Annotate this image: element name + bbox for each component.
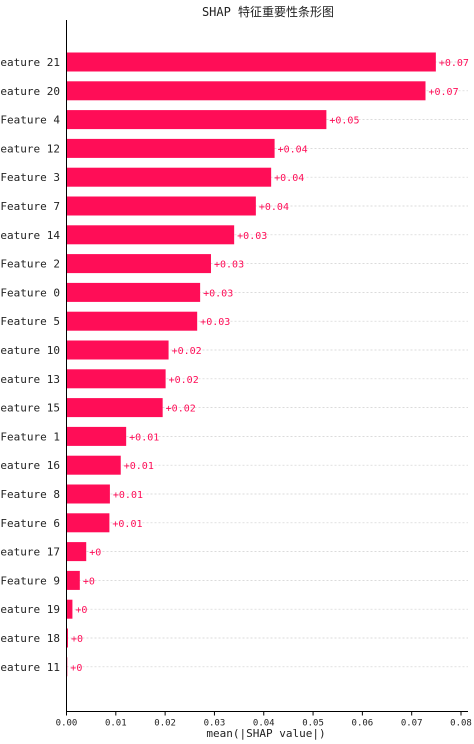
category-label: Feature 13 <box>0 373 60 386</box>
bar <box>66 52 436 72</box>
data-label: +0.03 <box>237 231 267 242</box>
category-label: Feature 15 <box>0 402 60 415</box>
bars <box>66 52 436 677</box>
bar <box>66 81 426 101</box>
category-label: Feature 11 <box>0 661 60 674</box>
x-tick-label: 0.02 <box>154 719 176 729</box>
category-label: Feature 4 <box>0 114 60 127</box>
category-label: Feature 20 <box>0 85 60 98</box>
data-label: +0.02 <box>166 404 196 415</box>
category-label: Feature 16 <box>0 459 60 472</box>
data-label: +0.03 <box>200 317 230 328</box>
data-label: +0 <box>75 605 87 616</box>
data-label: +0.04 <box>259 202 289 213</box>
category-label: Feature 18 <box>0 632 60 645</box>
axes: 0.00 0.01 0.02 0.03 0.04 0.05 0.06 0.07 0.08 <box>56 20 472 729</box>
data-label: +0 <box>71 634 83 645</box>
category-label: Feature 8 <box>0 488 60 501</box>
x-tick-label: 0.08 <box>450 719 472 729</box>
bar <box>66 138 275 158</box>
data-label: +0.01 <box>129 432 159 443</box>
bar <box>66 110 327 130</box>
bar <box>66 513 110 533</box>
bar <box>66 599 73 619</box>
x-tick-label: 0.06 <box>352 719 374 729</box>
category-label: Feature 1 <box>0 430 60 443</box>
x-axis-label: mean(|SHAP value|) <box>206 727 325 740</box>
category-label: Feature 17 <box>0 546 60 559</box>
x-tick-label: 0.07 <box>401 719 423 729</box>
data-label: +0.03 <box>203 288 233 299</box>
category-label: Feature 12 <box>0 142 60 155</box>
category-label: Feature 14 <box>0 229 60 242</box>
x-tick-label: 0.01 <box>105 719 127 729</box>
category-label: Feature 21 <box>0 56 60 69</box>
category-label: Feature 3 <box>0 171 60 184</box>
data-label: +0.01 <box>112 519 142 530</box>
category-label: Feature 2 <box>0 258 60 271</box>
data-label: +0.04 <box>274 173 304 184</box>
x-tick-label: 0.05 <box>302 719 324 729</box>
bar <box>66 196 256 216</box>
data-label: +0.04 <box>278 144 308 155</box>
bar <box>66 282 201 302</box>
data-label: +0.01 <box>113 490 143 501</box>
bar <box>66 254 211 274</box>
data-label: +0.07 <box>439 58 469 69</box>
bar <box>66 225 235 245</box>
x-tick-label: 0.03 <box>204 719 226 729</box>
data-label: +0 <box>83 576 95 587</box>
bar <box>66 426 127 446</box>
bar <box>66 542 87 562</box>
category-label: Feature 0 <box>0 286 60 299</box>
bar <box>66 369 166 389</box>
chart-title: SHAP 特征重要性条形图 <box>202 4 334 19</box>
bar <box>66 628 68 648</box>
data-label: +0.07 <box>428 87 458 98</box>
category-label: Feature 7 <box>0 200 60 213</box>
category-label: Feature 5 <box>0 315 60 328</box>
bar <box>66 455 121 475</box>
category-label: Feature 10 <box>0 344 60 357</box>
data-label: +0 <box>70 663 82 674</box>
category-label: Feature 9 <box>0 574 60 587</box>
x-tick-label: 0.00 <box>56 719 78 729</box>
data-label: +0.05 <box>329 116 359 127</box>
labels: Feature 21 +0.07 Feature 20 +0.07 Feature 4 +… <box>0 56 469 674</box>
x-tick-label: 0.04 <box>253 719 275 729</box>
data-label: +0 <box>89 548 101 559</box>
bar <box>66 340 169 360</box>
category-label: Feature 6 <box>0 517 60 530</box>
bar <box>66 167 272 187</box>
data-label: +0.02 <box>169 375 199 386</box>
data-label: +0.03 <box>214 260 244 271</box>
category-label: Feature 19 <box>0 603 60 616</box>
bar <box>66 398 163 418</box>
bar <box>66 484 110 504</box>
bar <box>66 311 198 331</box>
bar <box>66 570 80 590</box>
data-label: +0.01 <box>124 461 154 472</box>
data-label: +0.02 <box>172 346 202 357</box>
